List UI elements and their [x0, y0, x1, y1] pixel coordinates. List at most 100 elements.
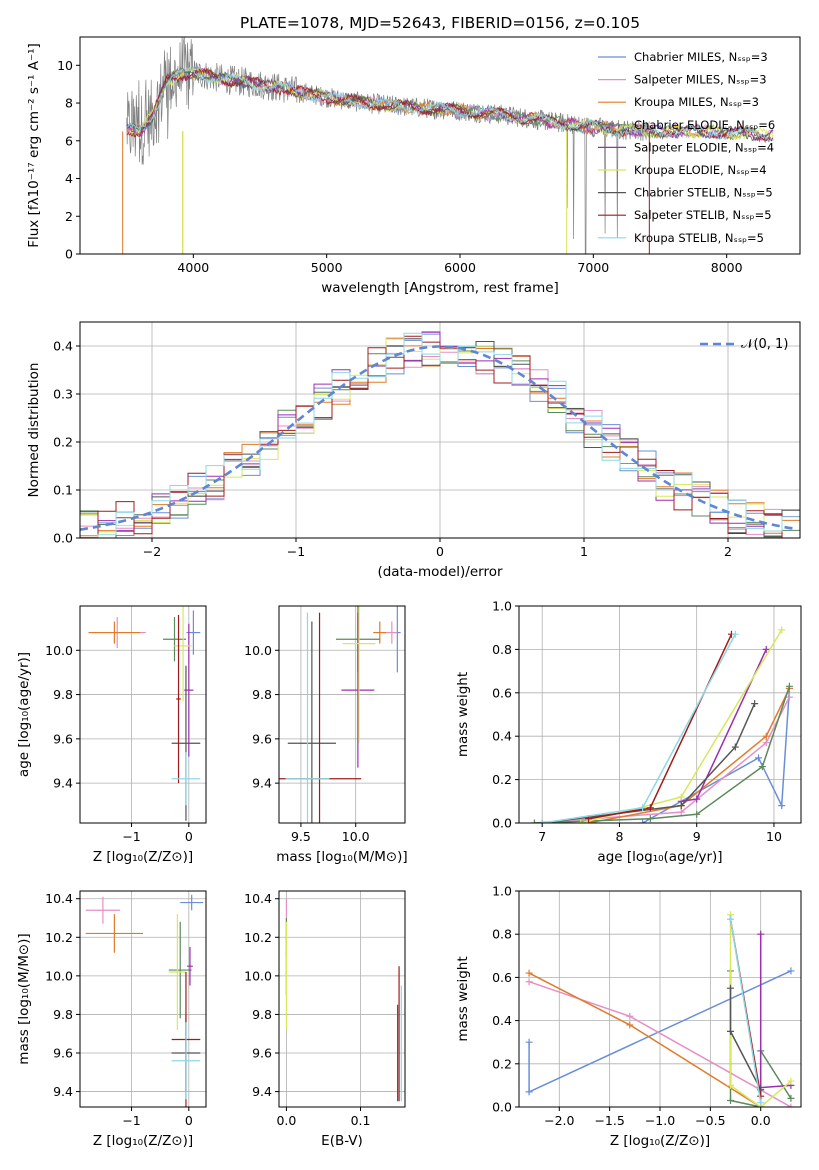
weight-marker-kroupa_elodie — [677, 793, 685, 801]
panel-mass-vs-ebv: 0.0 0.1 9.4 9.6 9.8 10.0 10.2 10.4 E(B-V) — [244, 890, 406, 1149]
weight-marker-kroupa_elodie — [787, 1077, 795, 1085]
weight-marker-chabrier_stelib — [731, 743, 739, 751]
gaussian-curve — [80, 345, 798, 531]
axes-frame — [518, 890, 802, 1108]
x-tick-label: −2.0 — [544, 1113, 574, 1128]
x-tick-label: 5000 — [311, 260, 343, 275]
x-tick-label: 0 — [436, 544, 444, 559]
plot-area — [525, 911, 795, 1107]
grid — [279, 606, 405, 823]
grid — [80, 606, 206, 823]
weight-marker-salpeter_miles — [525, 978, 533, 986]
weight-marker-kroupa_elodie — [727, 1081, 734, 1089]
legend-label-chabrier_stelib: Chabrier STELIB, Nₛₛₚ=5 — [634, 186, 773, 200]
weight-marker-chabrier_elodie — [787, 1094, 795, 1102]
histogram-kroupa_stelib — [80, 332, 800, 538]
weight-line-salpeter_stelib — [588, 633, 733, 820]
legend-label-kroupa_miles: Kroupa MILES, Nₛₛₚ=3 — [634, 95, 759, 109]
y-tick-label: 0.2 — [492, 1056, 512, 1071]
weight-marker-kroupa_elodie — [778, 626, 786, 634]
weight-marker-salpeter_miles — [677, 808, 685, 816]
weight-marker-chabrier_miles — [787, 967, 795, 975]
y-tick-label: 0.8 — [492, 927, 512, 942]
panel-age-vs-z: −1 0 9.4 9.6 9.8 10.0 Z [log₁₀(Z/Z⊙)] age [log₁… — [16, 605, 207, 865]
x-axis-label: Z [log₁₀(Z/Z⊙)] — [610, 1133, 710, 1149]
y-axis-label: mass weight — [455, 672, 471, 757]
weight-marker-chabrier_stelib — [677, 802, 685, 810]
x-tick-label: −2 — [143, 544, 161, 559]
x-tick-label: 8 — [615, 829, 623, 844]
weight-marker-salpeter_miles — [785, 693, 793, 701]
y-tick-label: 9.8 — [252, 1007, 272, 1022]
y-tick-label: 10.0 — [244, 968, 272, 983]
y-tick-label: 0.4 — [492, 729, 512, 744]
weight-marker-chabrier_elodie — [727, 1097, 734, 1105]
x-axis-label: wavelength [Angstrom, rest frame] — [321, 280, 559, 296]
weight-marker-salpeter_miles — [787, 1103, 795, 1107]
x-axis-label: mass [log₁₀(M/M⊙)] — [276, 849, 407, 865]
legend-label-kroupa_elodie: Kroupa ELODIE, Nₛₛₚ=4 — [634, 163, 767, 177]
y-tick-label: 10.4 — [244, 891, 272, 906]
y-axis-label: Flux [fλ10⁻¹⁷ erg cm⁻² s⁻¹ A⁻¹] — [26, 43, 42, 248]
y-tick-label: 10.2 — [244, 930, 272, 945]
axes-frame — [278, 890, 406, 1108]
y-tick-label: 9.4 — [252, 776, 272, 791]
legend-label-salpeter_stelib: Salpeter STELIB, Nₛₛₚ=5 — [634, 208, 772, 222]
y-tick-label: 9.4 — [53, 1084, 73, 1099]
weight-marker-chabrier_elodie — [693, 810, 701, 818]
weight-marker-chabrier_miles — [778, 802, 786, 810]
weight-line-salpeter_miles — [534, 696, 791, 823]
plot-area — [80, 331, 800, 538]
x-tick-label: 10.0 — [342, 829, 370, 844]
y-tick-label: 0.4 — [492, 1013, 512, 1028]
plot-area — [85, 894, 204, 1107]
x-axis-label: age [log₁₀(age/yr)] — [597, 849, 722, 865]
plot-area — [88, 606, 201, 821]
x-tick-label: −1 — [122, 1113, 140, 1128]
x-axis-label: E(B-V) — [321, 1133, 363, 1149]
weight-line-kroupa_stelib — [542, 633, 736, 823]
y-tick-label: 9.6 — [53, 731, 73, 746]
legend-label-kroupa_stelib: Kroupa STELIB, Nₛₛₚ=5 — [634, 231, 764, 245]
plot-area — [279, 606, 401, 823]
weight-line-kroupa_stelib — [729, 918, 762, 1103]
weight-marker-chabrier_miles — [639, 819, 647, 823]
weight-marker-chabrier_miles — [525, 1088, 533, 1096]
x-tick-label: 9 — [693, 829, 701, 844]
weight-marker-salpeter_elodie — [757, 930, 765, 938]
y-tick-label: 4 — [65, 171, 73, 186]
y-tick-label: 10.0 — [45, 643, 73, 658]
weight-marker-salpeter_stelib — [646, 804, 654, 812]
y-axis-label: Normed distribution — [26, 363, 42, 498]
y-tick-label: 10.2 — [45, 930, 73, 945]
weight-marker-chabrier_elodie — [758, 763, 766, 771]
weight-marker-chabrier_miles — [755, 754, 763, 762]
y-tick-label: 10.0 — [244, 643, 272, 658]
figure-title: PLATE=1078, MJD=52643, FIBERID=0156, z=0… — [240, 14, 640, 32]
axes-frame — [79, 890, 207, 1108]
panel-residuals: −2 −1 0 1 2 0.0 0.1 0.2 0.3 0.4 (data-model)/error… — [26, 321, 801, 580]
x-axis-label: Z [log₁₀(Z/Z⊙)] — [93, 1133, 193, 1149]
y-tick-label: 10.4 — [45, 891, 73, 906]
y-tick-label: 0.1 — [53, 483, 73, 498]
x-tick-label: −1.5 — [594, 1113, 624, 1128]
panel-mass-vs-z: −1 0 9.4 9.6 9.8 10.0 10.2 10.4 Z [log₁₀(Z/Z⊙)] m… — [16, 890, 207, 1149]
weight-marker-kroupa_miles — [525, 969, 533, 977]
weight-marker-chabrier_miles — [525, 1038, 533, 1046]
x-tick-label: 0.0 — [751, 1113, 771, 1128]
weight-marker-chabrier_elodie — [785, 682, 793, 690]
panel-age-vs-mass: 9.5 10.0 9.4 9.6 9.8 10.0 mass [log₁₀(M/M⊙)] — [244, 605, 408, 865]
weight-line-kroupa_miles — [588, 688, 791, 823]
grid — [279, 891, 405, 1107]
weight-marker-salpeter_miles — [626, 1012, 634, 1020]
x-tick-label: −0.5 — [695, 1113, 725, 1128]
x-tick-label: 2 — [724, 544, 732, 559]
weight-marker-salpeter_miles — [762, 739, 770, 747]
weight-marker-salpeter_elodie — [693, 795, 701, 803]
weight-line-salpeter_elodie — [759, 934, 791, 1089]
grid — [519, 605, 801, 824]
x-axis-label: (data-model)/error — [377, 564, 503, 580]
x-tick-label: 4000 — [177, 260, 209, 275]
y-tick-label: 0.4 — [53, 339, 73, 354]
x-tick-label: 7 — [538, 829, 546, 844]
